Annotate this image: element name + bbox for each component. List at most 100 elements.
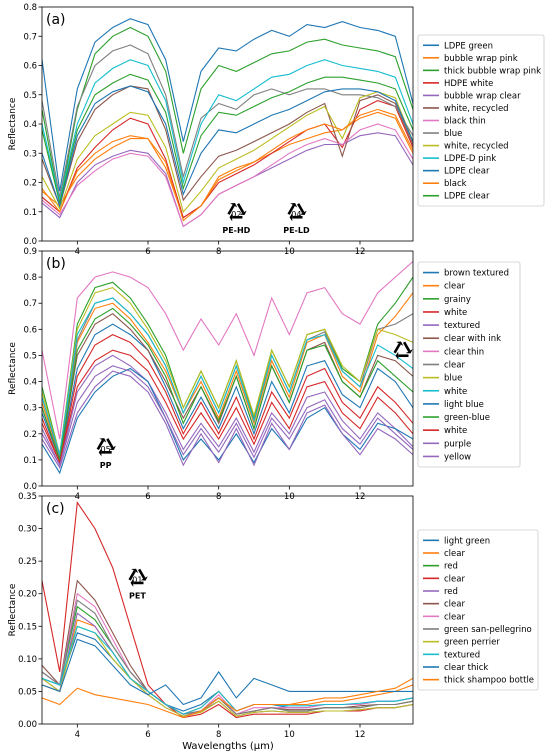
x-tick-label: 6 (145, 247, 150, 257)
y-tick-label: 0.9 (23, 247, 37, 257)
series-group (42, 260, 413, 475)
series-line (42, 367, 413, 475)
series-line (42, 108, 413, 222)
recycling-arrowhead (396, 341, 404, 346)
recycling-label: PE-HD (222, 226, 250, 235)
series-line (42, 579, 413, 715)
series-line (42, 85, 413, 208)
y-tick-label: 0.4 (23, 378, 37, 388)
series-line (42, 500, 413, 719)
recycling-arrow (137, 568, 146, 579)
recycling-symbol: 02 PE-HD (222, 203, 251, 235)
series-line (42, 354, 413, 467)
legend-entry: LDPE clear (444, 192, 490, 202)
recycling-code: 02 (231, 210, 241, 219)
legend-entry: LDPE clear (444, 167, 490, 177)
recycling-arrowhead (229, 213, 233, 222)
series-line (42, 292, 413, 458)
series-line (42, 260, 413, 440)
recycling-arrowhead (290, 203, 298, 208)
y-tick-label: 0.8 (23, 3, 37, 13)
series-line (42, 592, 413, 715)
recycling-label: PP (100, 461, 112, 470)
legend-entry: white, recycled (444, 142, 509, 152)
y-tick-label: 0.15 (18, 622, 37, 632)
series-line (42, 91, 413, 213)
recycling-arrowhead (99, 438, 107, 443)
y-tick-label: 0.7 (23, 32, 37, 42)
legend-entry: bubble wrap pink (444, 54, 518, 64)
chart-panel: 4 6 8 10 12 0.00 0.05 0.10 0.15 0.20 0.25 0.30 0.35 R… (8, 492, 539, 740)
chart-panel: 4 6 8 10 12 0.0 0.1 0.2 0.3 0.4 0.5 0.6 0.7 0.8 Reflec… (8, 3, 545, 257)
x-tick-label: 4 (75, 492, 80, 502)
series-line (42, 307, 413, 461)
legend-entry: textured (444, 321, 480, 331)
series-line (42, 619, 413, 715)
legend-entry: black thin (444, 117, 486, 127)
y-tick-label: 0.05 (18, 687, 37, 697)
recycling-label: PET (129, 591, 146, 600)
x-tick-label: 10 (284, 730, 295, 740)
x-tick-label: 8 (216, 492, 221, 502)
series-line (42, 297, 413, 455)
legend-box (417, 529, 539, 691)
legend-entry: grainy (444, 295, 471, 305)
x-tick-label: 10 (284, 247, 295, 257)
recycling-arrow (227, 204, 235, 215)
y-tick-label: 0.0 (23, 482, 37, 492)
y-tick-label: 0.4 (23, 120, 37, 130)
series-line (42, 132, 413, 228)
recycling-symbol: 01 PET (128, 568, 148, 600)
recycling-arrowhead (108, 445, 116, 451)
recycling-arrowhead (405, 349, 413, 354)
series-line (42, 349, 413, 465)
x-tick-label: 12 (355, 492, 366, 502)
recycling-arrowhead (239, 210, 247, 215)
recycling-arrow (96, 439, 105, 451)
y-tick-label: 0.1 (23, 456, 37, 466)
y-tick-label: 0.3 (23, 404, 37, 414)
y-axis-label: Reflectance (8, 583, 18, 636)
legend-entry: LDPE green (444, 41, 493, 51)
legend-entry: clear (444, 361, 465, 371)
recycling-arrow (296, 203, 305, 214)
y-tick-label: 0.5 (23, 91, 37, 101)
recycling-arrow (106, 438, 114, 449)
chart-panel: 4 6 8 10 12 0.0 0.1 0.2 0.3 0.4 0.5 0.6 0.7 0.8 0.9 Ref… (8, 247, 521, 502)
figure-xlabel: Wavelengths (µm) (182, 741, 274, 752)
legend-entry: black (444, 179, 467, 189)
recycling-arrowhead (299, 210, 307, 215)
series-line (42, 286, 413, 455)
x-tick-label: 8 (216, 247, 221, 257)
legend-entry: green san-pellegrino (444, 625, 532, 635)
y-tick-label: 0.35 (18, 492, 37, 502)
legend-entry: white (444, 308, 467, 318)
plot-frame (41, 250, 414, 487)
legend-entry: light green (444, 536, 490, 546)
series-line (42, 26, 413, 204)
y-tick-label: 0.5 (23, 351, 37, 361)
recycling-symbol: 05 PP (96, 438, 116, 470)
y-axis-label: Reflectance (8, 342, 18, 395)
series-line (42, 632, 413, 712)
recycling-code: 04 (291, 210, 301, 219)
legend-entry: clear (444, 549, 465, 559)
series-line (42, 73, 413, 204)
recycling-arrowhead (230, 203, 238, 208)
legend-entry: blue (444, 374, 462, 384)
recycling-code: 05 (101, 445, 111, 454)
legend-entry: textured (444, 650, 480, 660)
series-line (42, 44, 413, 198)
legend-box (417, 34, 545, 207)
y-tick-label: 0.30 (18, 525, 37, 535)
series-group (42, 18, 413, 228)
series-line (42, 599, 413, 715)
panel-label: (c) (46, 501, 65, 517)
recycling-arrowhead (131, 568, 139, 574)
legend-entry: clear (444, 600, 465, 610)
recycling-arrowhead (140, 576, 148, 581)
legend-entry: purple (444, 439, 471, 449)
series-line (42, 677, 413, 719)
legend-entry: clear thick (444, 663, 488, 673)
